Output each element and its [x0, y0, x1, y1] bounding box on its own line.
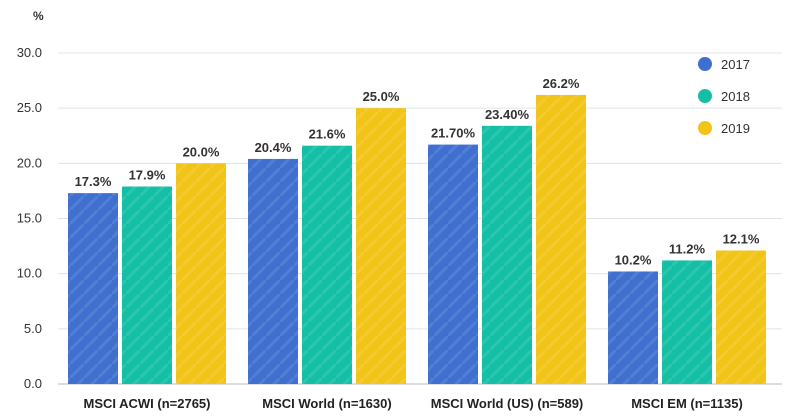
y-tick-label: 10.0 [17, 266, 42, 281]
bar-texture [248, 158, 298, 384]
bar-texture [356, 108, 406, 385]
y-tick-label: 30.0 [17, 45, 42, 60]
bar-texture [122, 186, 172, 384]
data-label: 20.4% [255, 140, 292, 155]
x-category-label: MSCI World (US) (n=589) [431, 396, 584, 411]
x-category-label: MSCI ACWI (n=2765) [83, 396, 210, 411]
bar-texture [302, 145, 352, 384]
data-label: 21.6% [309, 127, 346, 142]
legend-swatch-2018 [698, 89, 712, 103]
bar-texture [536, 94, 586, 384]
data-label: 17.9% [129, 168, 166, 183]
data-label: 10.2% [615, 252, 652, 267]
bar-texture [428, 144, 478, 384]
legend-label: 2019 [721, 121, 750, 136]
data-label: 23.40% [485, 107, 530, 122]
data-label: 11.2% [669, 241, 706, 256]
data-label: 21.70% [431, 126, 476, 141]
bar-texture [662, 260, 712, 384]
y-tick-label: 0.0 [24, 376, 42, 391]
data-label: 25.0% [363, 89, 400, 104]
x-category-label: MSCI EM (n=1135) [631, 396, 743, 411]
data-label: 20.0% [183, 144, 220, 159]
legend-label: 2018 [721, 89, 750, 104]
data-label: 12.1% [723, 231, 760, 246]
legend-label: 2017 [721, 57, 750, 72]
legend-swatch-2017 [698, 57, 712, 71]
legend-swatch-2019 [698, 121, 712, 135]
y-tick-label: 25.0 [17, 100, 42, 115]
y-tick-label: 15.0 [17, 211, 42, 226]
data-label: 26.2% [543, 76, 580, 91]
bar-texture [482, 125, 532, 384]
x-category-label: MSCI World (n=1630) [262, 396, 391, 411]
bar-texture [716, 250, 766, 384]
bar-texture [176, 163, 226, 384]
bar-texture [608, 271, 658, 384]
y-axis-unit-label: % [33, 9, 44, 23]
y-tick-label: 5.0 [24, 321, 42, 336]
data-label: 17.3% [75, 174, 112, 189]
bar-texture [68, 193, 118, 384]
y-tick-label: 20.0 [17, 155, 42, 170]
